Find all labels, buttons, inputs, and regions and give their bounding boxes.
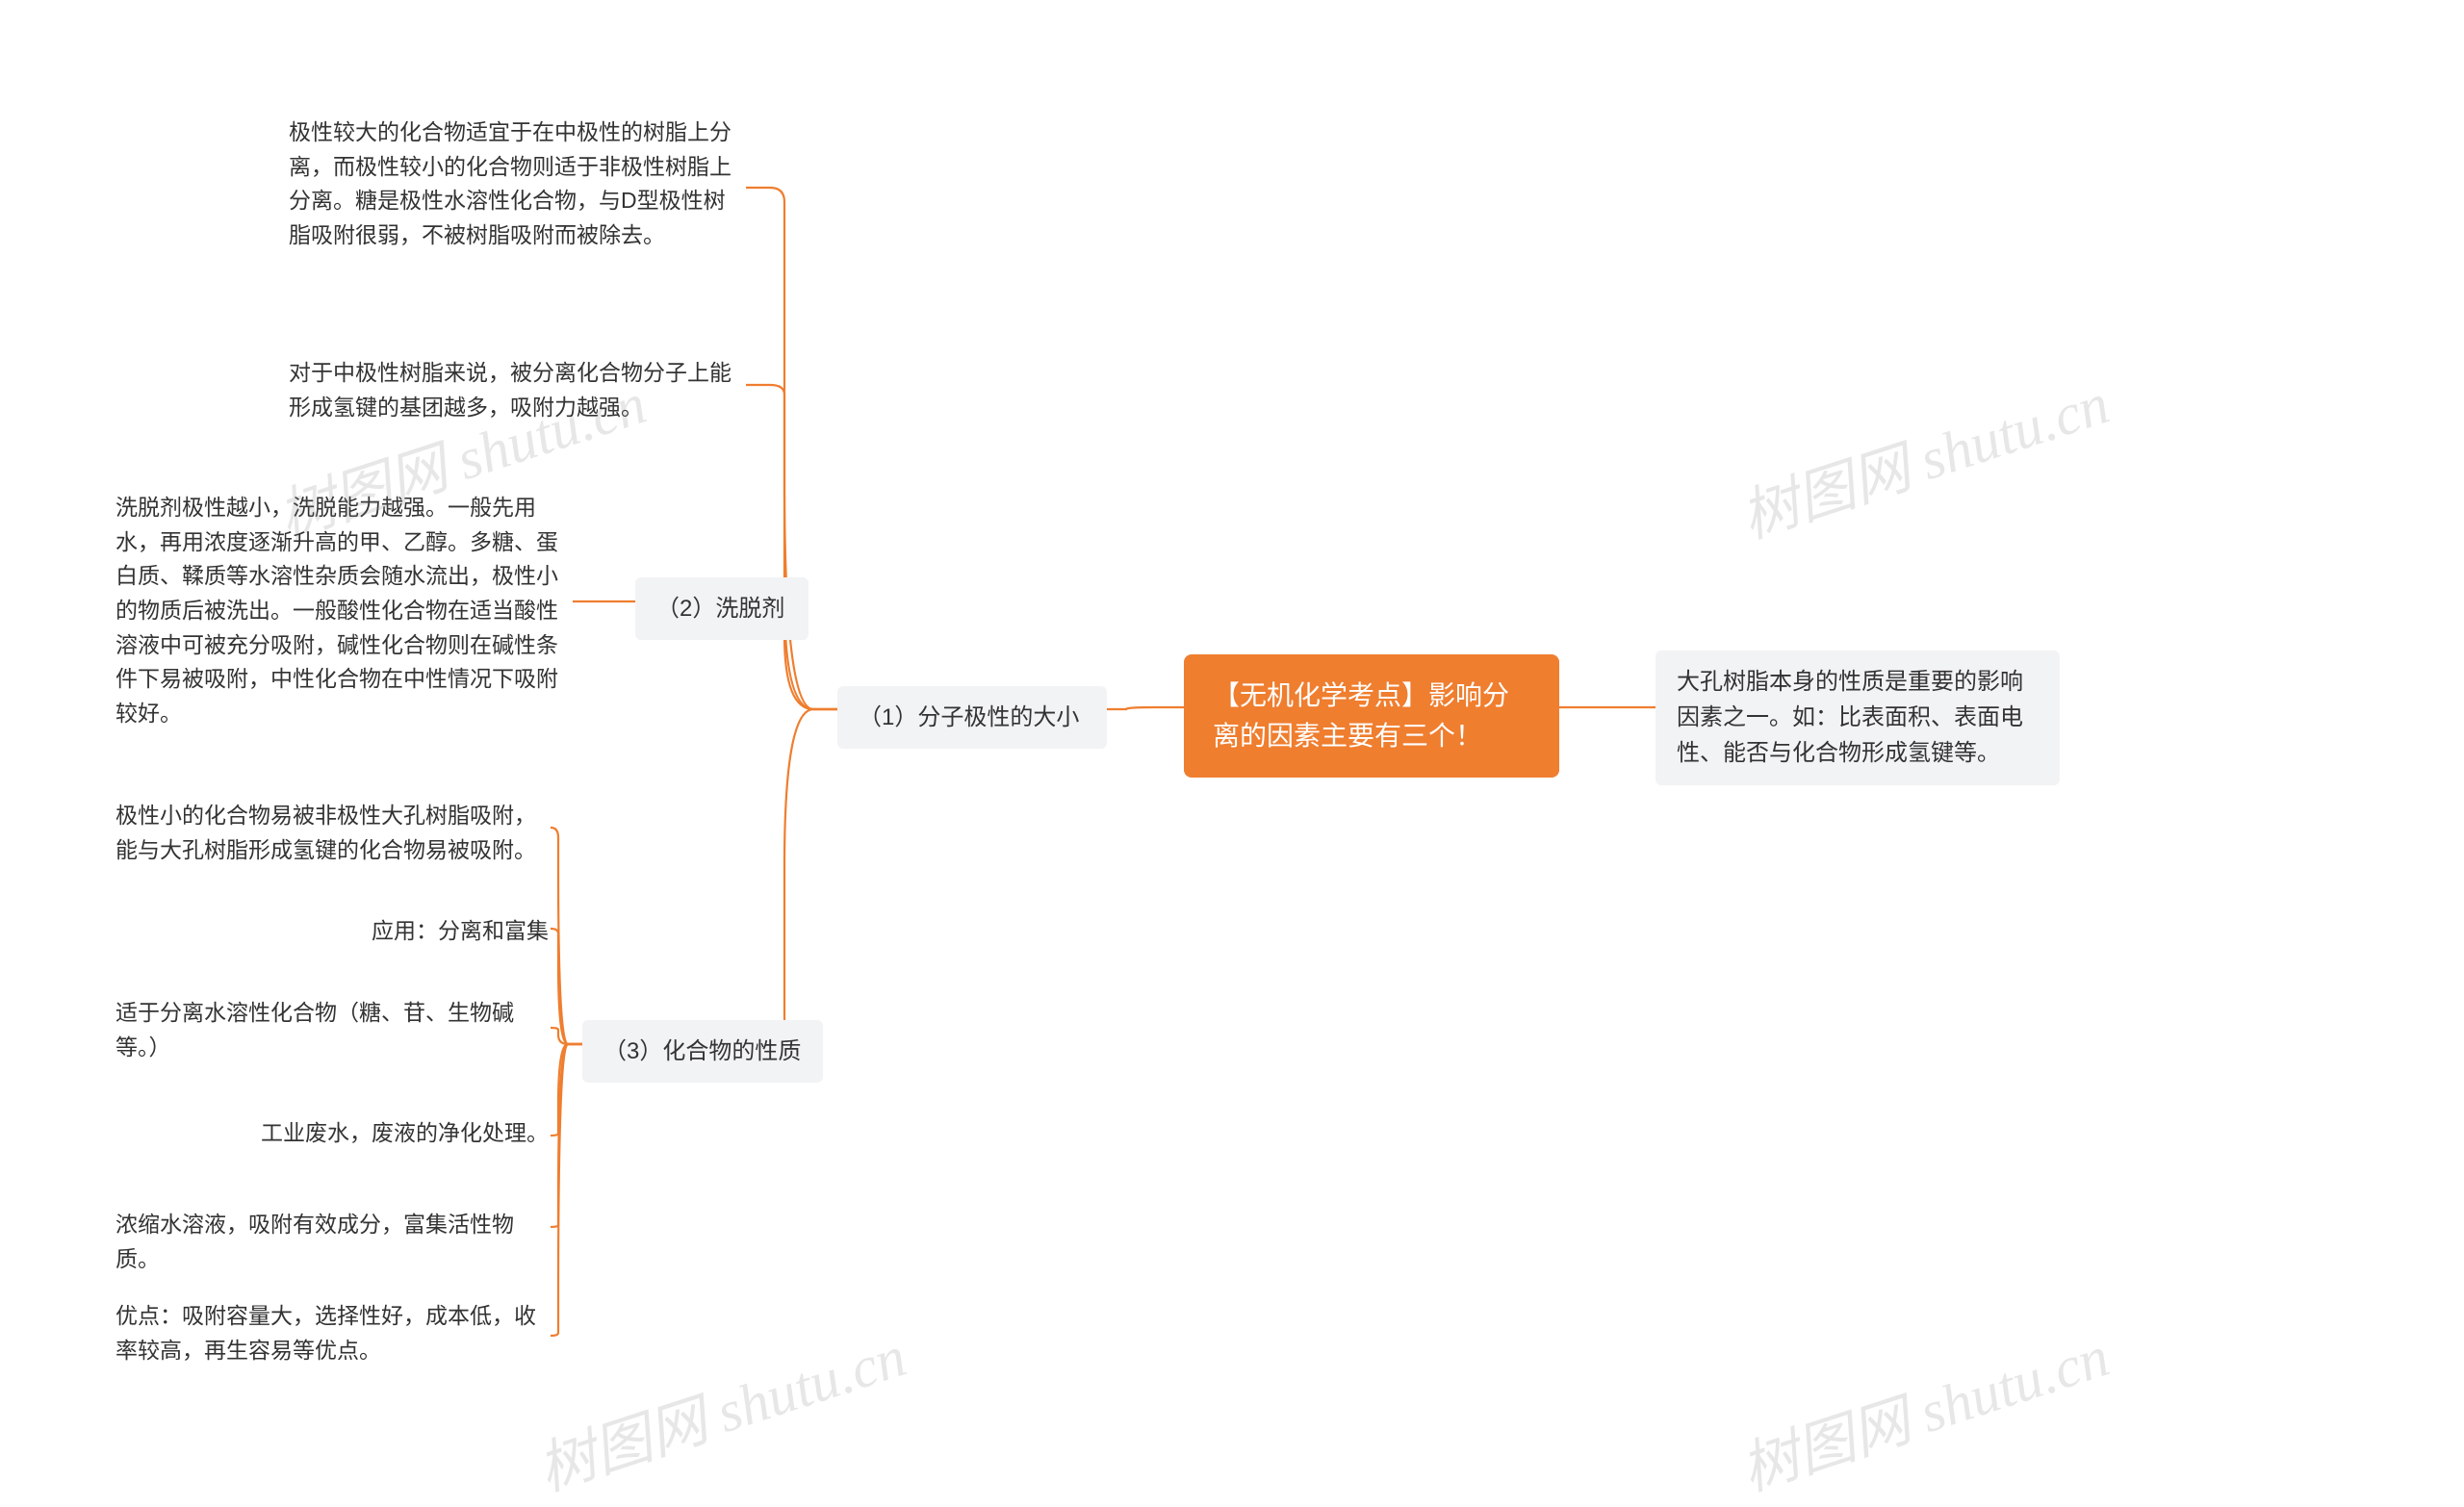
branch-3-leaf-0: 极性小的化合物易被非极性大孔树脂吸附，能与大孔树脂形成氢键的化合物易被吸附。 [116, 799, 549, 867]
branch-3-node[interactable]: （3）化合物的性质 [582, 1020, 823, 1083]
branch-3-leaf-4: 浓缩水溶液，吸附有效成分，富集活性物质。 [116, 1208, 549, 1276]
branch-1-leaf-1: 对于中极性树脂来说，被分离化合物分子上能形成氢键的基团越多，吸附力越强。 [289, 356, 741, 424]
branch-3-leaf-2: 适于分离水溶性化合物（糖、苷、生物碱等。） [116, 996, 549, 1064]
branch-2-leaf-0: 洗脱剂极性越小，洗脱能力越强。一般先用水，再用浓度逐渐升高的甲、乙醇。多糖、蛋白… [116, 491, 568, 730]
branch-3-leaf-5: 优点：吸附容量大，选择性好，成本低，收率较高，再生容易等优点。 [116, 1299, 549, 1367]
root-node[interactable]: 【无机化学考点】影响分离的因素主要有三个！ [1184, 654, 1559, 778]
branch-3-leaf-3: 工业废水，废液的净化处理。 [241, 1116, 549, 1151]
watermark-3: 树图网 shutu.cn [1729, 1310, 2118, 1507]
watermark-1: 树图网 shutu.cn [1729, 357, 2118, 554]
branch-1-node[interactable]: （1）分子极性的大小 [837, 686, 1107, 749]
watermark-2: 树图网 shutu.cn [526, 1310, 914, 1507]
branch-2-node[interactable]: （2）洗脱剂 [635, 577, 808, 640]
branch-1-leaf-0: 极性较大的化合物适宜于在中极性的树脂上分离，而极性较小的化合物则适于非极性树脂上… [289, 115, 741, 253]
right-branch-node[interactable]: 大孔树脂本身的性质是重要的影响因素之一。如：比表面积、表面电性、能否与化合物形成… [1656, 651, 2060, 785]
branch-3-leaf-1: 应用：分离和富集 [346, 914, 549, 949]
